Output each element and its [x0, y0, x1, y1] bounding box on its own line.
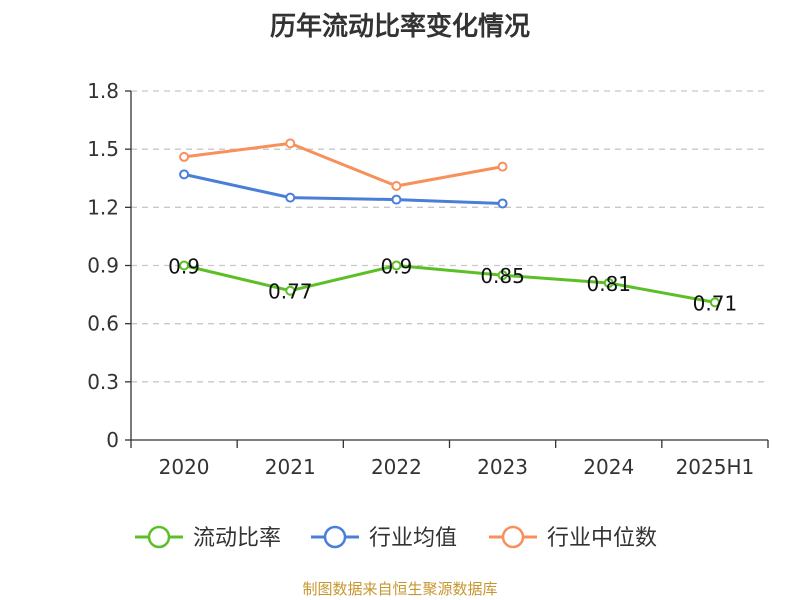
- data-point: [391, 260, 402, 271]
- legend-item-2[interactable]: 行业中位数: [489, 525, 657, 551]
- legend-label: 行业均值: [369, 526, 457, 551]
- data-point: [709, 297, 720, 308]
- data-labels: 0.9 0.77 0.9 0.85 0.81 0.71: [168, 255, 737, 316]
- y-tick-label: 1.5: [87, 137, 119, 161]
- data-point: [497, 270, 508, 281]
- data-point: [179, 151, 190, 162]
- legend-item-0[interactable]: 流动比率: [135, 525, 281, 551]
- data-point: [285, 192, 296, 203]
- data-point: [391, 194, 402, 205]
- y-tick-label: 1.2: [87, 195, 119, 219]
- legend-label: 行业中位数: [547, 526, 657, 551]
- data-point: [603, 277, 614, 288]
- data-point: [179, 169, 190, 180]
- series-line: [183, 264, 716, 304]
- grid-lines: [131, 90, 768, 383]
- data-label: 0.81: [586, 272, 631, 296]
- data-label: 0.85: [480, 264, 525, 288]
- data-label: 0.9: [168, 255, 200, 279]
- axes: 0 0.3 0.6 0.9 1.2 1.5 1.8 2020 2021 2022 2023 2024 2…: [87, 79, 769, 479]
- series-line: [183, 141, 503, 188]
- legend-marker-icon: [501, 525, 525, 549]
- legend-marker-icon: [323, 525, 347, 549]
- data-point: [497, 161, 508, 172]
- x-tick-label: 2022: [371, 455, 422, 479]
- chart-title: 历年流动比率变化情况: [269, 12, 530, 42]
- series-lines: [179, 138, 720, 308]
- series-1: [179, 169, 508, 209]
- data-point: [179, 260, 190, 271]
- x-tick-label: 2024: [583, 455, 634, 479]
- legend-item-1[interactable]: 行业均值: [311, 525, 457, 551]
- y-tick-label: 0.3: [87, 370, 119, 394]
- data-point: [285, 138, 296, 149]
- source-note: 制图数据来自恒生聚源数据库: [302, 580, 498, 598]
- series-2: [179, 138, 508, 192]
- data-label: 0.77: [268, 280, 313, 304]
- y-tick-label: 0: [106, 428, 119, 452]
- y-tick-label: 0.9: [87, 254, 119, 278]
- y-tick-label: 1.8: [87, 79, 119, 103]
- data-point: [497, 198, 508, 209]
- data-label: 0.9: [381, 255, 413, 279]
- series-0: [179, 260, 720, 308]
- x-tick-label: 2021: [265, 455, 316, 479]
- series-line: [183, 172, 503, 205]
- data-point: [285, 285, 296, 296]
- legend-marker-icon: [147, 525, 171, 549]
- legend-label: 流动比率: [193, 526, 281, 551]
- y-tick-label: 0.6: [87, 312, 119, 336]
- data-label: 0.71: [693, 291, 738, 315]
- x-tick-label: 2025H1: [676, 455, 755, 479]
- legend: 流动比率 行业均值 行业中位数: [135, 525, 657, 551]
- x-tick-label: 2020: [159, 455, 210, 479]
- data-point: [391, 181, 402, 192]
- x-tick-label: 2023: [477, 455, 528, 479]
